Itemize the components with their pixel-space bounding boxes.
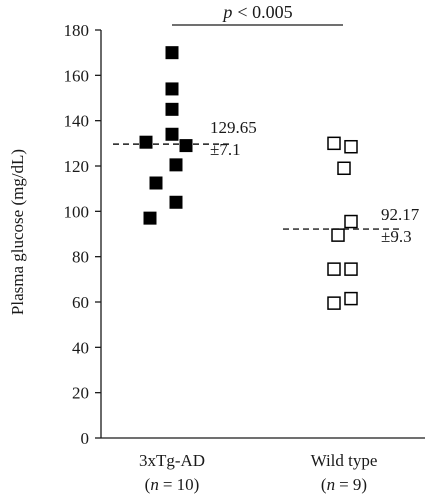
data-point-wild-type bbox=[331, 228, 345, 242]
category-label-wild-type: Wild type bbox=[311, 451, 378, 470]
n-value-wild-type: = 9) bbox=[339, 475, 367, 494]
n-symbol-3xtg-ad: n bbox=[150, 475, 159, 494]
category-n-3xtg-ad: (n = 10) bbox=[145, 475, 200, 494]
y-tick-label: 160 bbox=[64, 66, 90, 85]
y-tick-label: 140 bbox=[64, 112, 90, 131]
mean-value-wild-type: 92.17 bbox=[381, 205, 420, 224]
y-tick-label: 60 bbox=[72, 293, 89, 312]
sem-value-wild-type: ±9.3 bbox=[381, 227, 412, 246]
category-n-wild-type: (n = 9) bbox=[321, 475, 367, 494]
category-label-3xtg-ad: 3xTg-AD bbox=[139, 451, 205, 470]
data-point-wild-type bbox=[344, 262, 358, 276]
data-point-wild-type bbox=[337, 161, 351, 176]
y-tick-label: 20 bbox=[72, 384, 89, 403]
y-ticks: 0 20 40 60 80 100 120 140 160 180 bbox=[64, 21, 101, 448]
sem-value-3xtg-ad: ±7.1 bbox=[210, 140, 241, 159]
data-point-3xtg-ad bbox=[165, 127, 179, 141]
n-symbol-wild-type: n bbox=[327, 475, 336, 494]
data-point-3xtg-ad bbox=[179, 139, 193, 153]
data-point-wild-type bbox=[327, 296, 341, 310]
data-point-3xtg-ad bbox=[139, 135, 153, 149]
data-point-3xtg-ad bbox=[165, 46, 179, 60]
y-tick-label: 80 bbox=[72, 248, 89, 267]
y-tick-label: 0 bbox=[81, 429, 90, 448]
n-value-3xtg-ad: = 10) bbox=[163, 475, 200, 494]
data-point-wild-type bbox=[327, 262, 341, 276]
data-point-3xtg-ad bbox=[165, 102, 179, 116]
data-point-wild-type bbox=[344, 139, 358, 154]
p-symbol: p bbox=[221, 2, 232, 22]
p-value-label: p < 0.005 bbox=[221, 2, 292, 22]
mean-value-3xtg-ad: 129.65 bbox=[210, 118, 257, 137]
data-point-wild-type bbox=[344, 214, 358, 229]
y-tick-label: 40 bbox=[72, 338, 89, 357]
y-tick-label: 120 bbox=[64, 157, 90, 176]
data-point-3xtg-ad bbox=[143, 211, 157, 225]
data-point-3xtg-ad bbox=[165, 82, 179, 96]
y-tick-label: 180 bbox=[64, 21, 90, 40]
data-point-3xtg-ad bbox=[169, 195, 183, 209]
data-points bbox=[139, 46, 358, 310]
data-point-3xtg-ad bbox=[169, 158, 183, 172]
data-point-3xtg-ad bbox=[149, 176, 163, 190]
y-axis-title: Plasma glucose (mg/dL) bbox=[8, 149, 27, 315]
p-value-text: < 0.005 bbox=[237, 2, 292, 22]
y-tick-label: 100 bbox=[64, 202, 90, 221]
data-point-wild-type bbox=[344, 291, 358, 306]
data-point-wild-type bbox=[327, 136, 341, 151]
